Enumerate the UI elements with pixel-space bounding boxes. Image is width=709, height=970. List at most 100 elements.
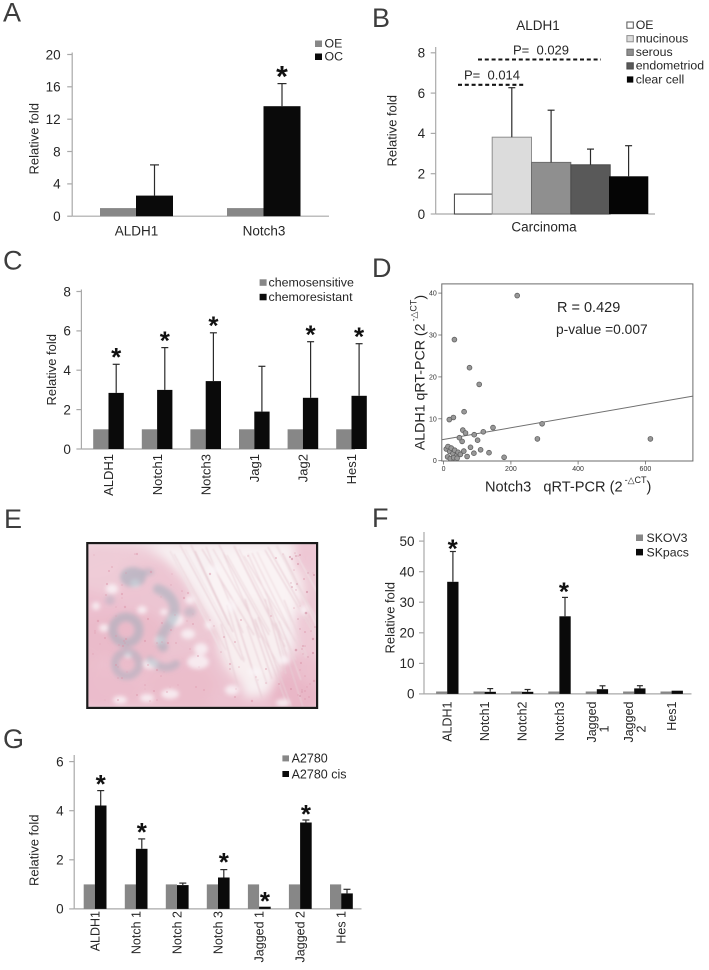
svg-text:8: 8	[63, 284, 71, 299]
svg-text:0: 0	[442, 466, 446, 473]
svg-text:OE: OE	[325, 37, 343, 51]
svg-text:4: 4	[53, 177, 61, 192]
svg-text:40: 40	[399, 565, 414, 580]
svg-text:10: 10	[399, 656, 414, 671]
svg-text:P= 0.014: P= 0.014	[464, 68, 520, 83]
svg-text:*: *	[559, 577, 570, 607]
svg-text:A2780: A2780	[292, 752, 328, 766]
svg-text:*: *	[306, 319, 317, 349]
svg-text:200: 200	[505, 466, 517, 473]
svg-text:Relative fold: Relative fold	[27, 815, 42, 887]
svg-text:*: *	[301, 799, 312, 829]
svg-text:*: *	[276, 61, 288, 94]
svg-text:*: *	[96, 769, 107, 799]
svg-text:Notch2: Notch2	[516, 701, 530, 741]
svg-text:20: 20	[399, 626, 414, 641]
svg-text:Notch3: Notch3	[243, 224, 286, 239]
svg-text:OC: OC	[325, 50, 344, 64]
svg-text:400: 400	[572, 466, 584, 473]
svg-text:OE: OE	[636, 18, 654, 32]
svg-text:F: F	[372, 503, 389, 533]
svg-text:*: *	[448, 534, 459, 564]
svg-text:8: 8	[418, 46, 426, 61]
svg-text:*: *	[354, 321, 365, 351]
svg-text:Notch3 qRT-PCR (2-△CT): Notch3 qRT-PCR (2 -△CT)	[485, 475, 651, 496]
svg-text:A2780 cis: A2780 cis	[292, 767, 347, 781]
svg-text:4: 4	[56, 804, 64, 819]
svg-text:P= 0.029: P= 0.029	[513, 43, 569, 58]
svg-text:SKpacs: SKpacs	[647, 545, 689, 559]
svg-text:Jagged: Jagged	[585, 701, 599, 742]
svg-text:ALDH1: ALDH1	[516, 18, 560, 33]
svg-text:30: 30	[429, 333, 437, 340]
svg-text:Relative fold: Relative fold	[382, 582, 397, 654]
svg-text:Notch3: Notch3	[198, 454, 213, 495]
svg-text:B: B	[372, 3, 390, 33]
svg-text:ALDH1: ALDH1	[441, 701, 455, 741]
svg-text:chemosensitive: chemosensitive	[269, 276, 355, 290]
svg-text:Notch 1: Notch 1	[129, 911, 143, 954]
svg-text:4: 4	[63, 363, 71, 378]
svg-text:16: 16	[46, 80, 61, 95]
svg-text:4: 4	[418, 126, 426, 141]
svg-text:2: 2	[418, 167, 426, 182]
svg-text:40: 40	[429, 291, 437, 298]
svg-text:*: *	[160, 325, 171, 355]
svg-text:Hes1: Hes1	[665, 701, 679, 730]
svg-text:*: *	[111, 342, 122, 372]
svg-text:*: *	[137, 817, 148, 847]
svg-text:Notch 3: Notch 3	[212, 911, 226, 954]
svg-text:Relative fold: Relative fold	[385, 95, 400, 167]
svg-text:Hes 1: Hes 1	[335, 911, 349, 944]
svg-text:C: C	[3, 246, 23, 276]
svg-text:p-value =0.007: p-value =0.007	[556, 322, 648, 337]
svg-text:1: 1	[597, 725, 611, 732]
svg-text:0: 0	[63, 442, 71, 457]
svg-text:Relative fold: Relative fold	[44, 334, 59, 406]
svg-text:0: 0	[418, 207, 426, 222]
svg-text:D: D	[372, 253, 392, 283]
svg-text:2: 2	[635, 725, 649, 732]
svg-text:12: 12	[46, 112, 61, 127]
svg-text:ALDH1: ALDH1	[88, 911, 102, 951]
svg-text:6: 6	[56, 754, 64, 769]
svg-text:2: 2	[63, 402, 71, 417]
svg-text:Jag1: Jag1	[247, 454, 262, 482]
svg-text:Notch3: Notch3	[553, 701, 567, 741]
svg-text:Hes1: Hes1	[344, 454, 359, 484]
svg-text:Jagged 1: Jagged 1	[253, 911, 267, 962]
svg-text:6: 6	[63, 324, 71, 339]
svg-text:endometriod: endometriod	[636, 59, 705, 73]
svg-text:clear cell: clear cell	[636, 72, 685, 86]
svg-text:600: 600	[640, 466, 652, 473]
svg-text:*: *	[260, 886, 271, 916]
svg-text:*: *	[208, 311, 219, 341]
svg-text:20: 20	[429, 374, 437, 381]
svg-text:E: E	[4, 504, 22, 534]
svg-text:0: 0	[53, 209, 61, 224]
svg-text:Relative fold: Relative fold	[27, 103, 42, 175]
svg-text:10: 10	[429, 416, 437, 423]
svg-text:Jag2: Jag2	[296, 454, 311, 482]
svg-text:0: 0	[407, 687, 415, 702]
svg-text:2: 2	[56, 853, 64, 868]
svg-text:Notch 2: Notch 2	[171, 911, 185, 954]
svg-text:*: *	[219, 847, 230, 877]
svg-text:R = 0.429: R = 0.429	[557, 300, 620, 316]
svg-text:Jagged: Jagged	[622, 701, 636, 742]
svg-text:Jagged 2: Jagged 2	[294, 911, 308, 962]
svg-text:A: A	[3, 0, 21, 28]
svg-text:Carcinoma: Carcinoma	[511, 220, 577, 235]
svg-text:serous: serous	[636, 45, 673, 59]
svg-text:8: 8	[53, 144, 61, 159]
svg-text:0: 0	[56, 902, 64, 917]
svg-text:30: 30	[399, 595, 414, 610]
svg-text:Notch1: Notch1	[150, 454, 165, 495]
svg-text:Notch1: Notch1	[478, 701, 492, 741]
svg-text:0: 0	[433, 458, 437, 465]
svg-text:chemoresistant: chemoresistant	[269, 290, 354, 304]
svg-text:20: 20	[46, 47, 61, 62]
svg-text:6: 6	[418, 86, 426, 101]
svg-text:G: G	[3, 724, 24, 754]
svg-text:ALDH1: ALDH1	[101, 454, 116, 496]
